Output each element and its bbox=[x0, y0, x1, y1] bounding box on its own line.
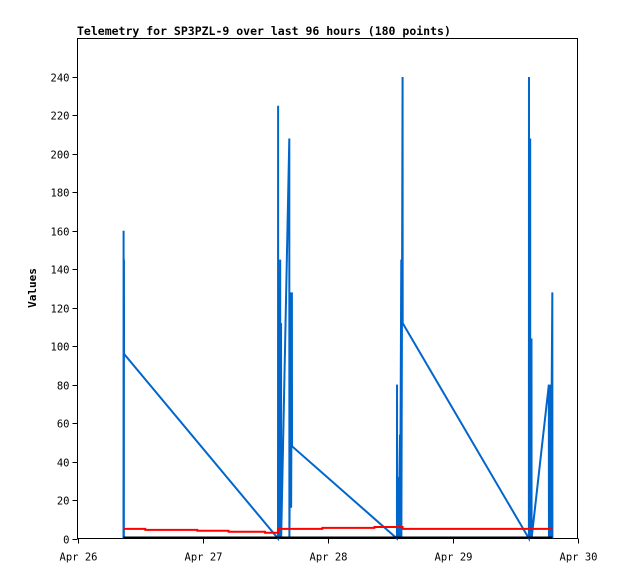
y-tick-label: 140 bbox=[51, 265, 70, 277]
x-tick-label: Apr 28 bbox=[310, 552, 348, 564]
plot-area-frame bbox=[77, 38, 578, 539]
x-tick-label: Apr 29 bbox=[435, 552, 473, 564]
y-tick-label: 0 bbox=[63, 535, 69, 547]
x-axis-ticks: Apr 26 Apr 27 Apr 28 Apr 29 Apr 30 bbox=[60, 538, 598, 564]
chart-title: Telemetry for SP3PZL-9 over last 96 hour… bbox=[77, 24, 451, 38]
series-layer bbox=[122, 76, 554, 543]
y-tick-label: 40 bbox=[57, 458, 70, 470]
y-tick-label: 220 bbox=[51, 111, 70, 123]
y-tick-label: 180 bbox=[51, 188, 70, 200]
y-tick-label: 120 bbox=[51, 304, 70, 316]
y-tick-label: 200 bbox=[51, 150, 70, 162]
series-line-1 bbox=[122, 76, 554, 543]
y-tick-label: 60 bbox=[57, 419, 70, 431]
x-tick-label: Apr 27 bbox=[185, 552, 223, 564]
series-line-2 bbox=[123, 525, 553, 534]
x-tick-label: Apr 26 bbox=[60, 552, 98, 564]
x-tick-label: Apr 30 bbox=[560, 552, 598, 564]
y-tick-label: 240 bbox=[51, 73, 70, 85]
y-axis-label: Values bbox=[26, 268, 39, 308]
y-tick-label: 160 bbox=[51, 227, 70, 239]
y-tick-label: 100 bbox=[51, 342, 70, 354]
y-tick-label: 80 bbox=[57, 381, 70, 393]
y-tick-label: 20 bbox=[57, 496, 70, 508]
y-axis-ticks: 0 20 40 60 80 100 120 140 160 180 200 220 240 bbox=[51, 73, 78, 547]
